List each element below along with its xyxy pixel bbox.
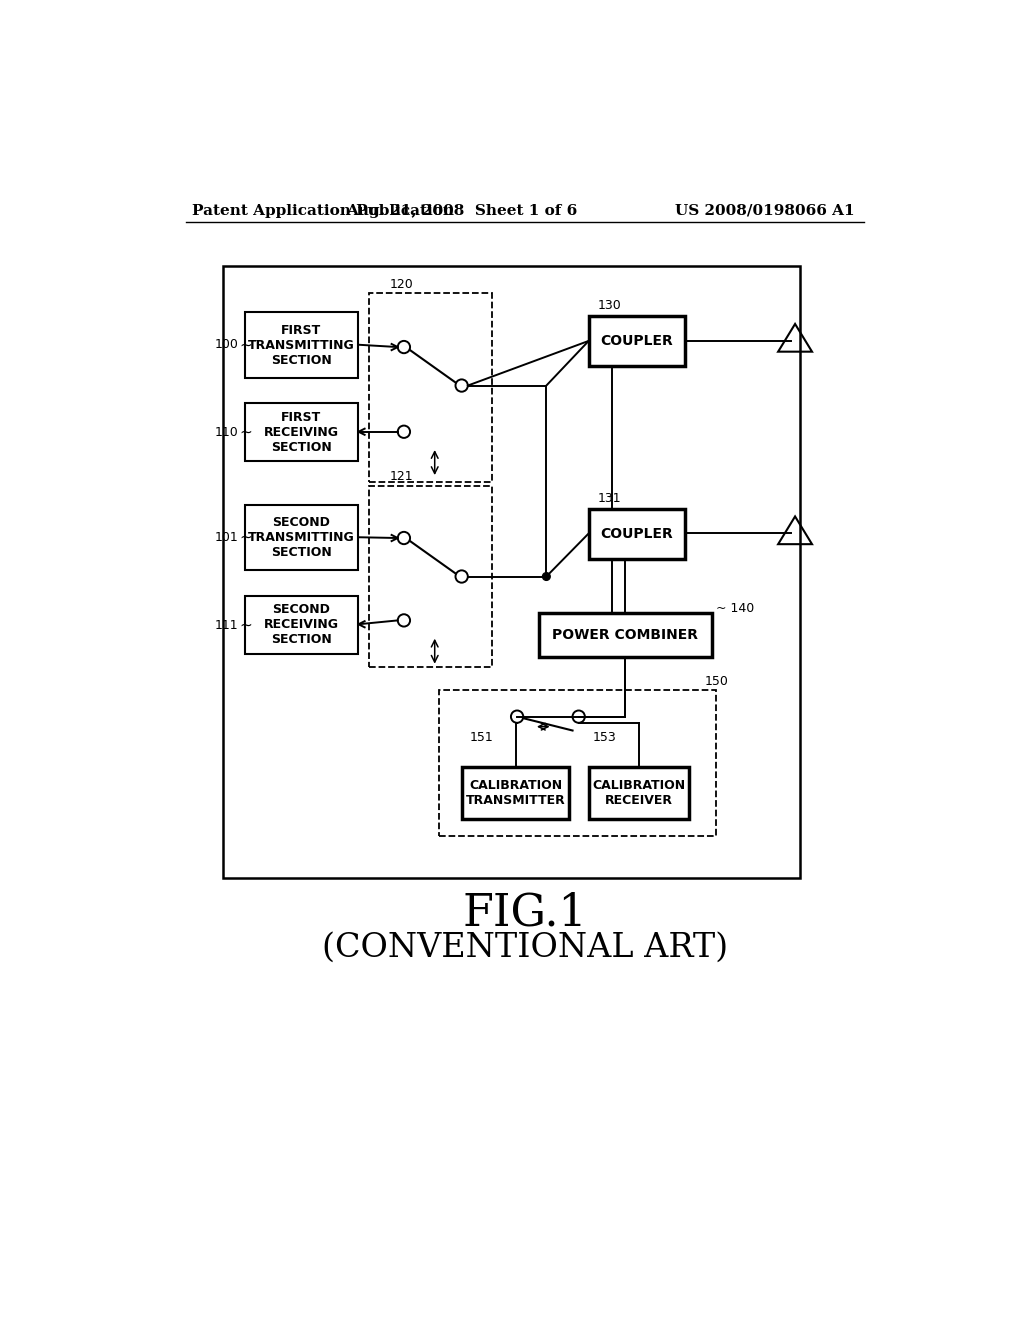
Text: SECOND
RECEIVING
SECTION: SECOND RECEIVING SECTION	[264, 603, 339, 645]
Text: US 2008/0198066 A1: US 2008/0198066 A1	[675, 203, 854, 218]
Circle shape	[543, 573, 550, 581]
Bar	[438, 689, 716, 836]
Bar	[539, 612, 712, 657]
Bar	[245, 506, 358, 570]
Text: (CONVENTIONAL ART): (CONVENTIONAL ART)	[322, 932, 728, 964]
Bar	[245, 404, 358, 461]
Text: 101: 101	[215, 531, 239, 544]
Text: 153: 153	[593, 730, 616, 743]
Text: COUPLER: COUPLER	[600, 334, 673, 348]
Text: CALIBRATION
RECEIVER: CALIBRATION RECEIVER	[592, 779, 685, 807]
Text: 130: 130	[597, 300, 621, 313]
Bar	[245, 595, 358, 653]
Bar	[370, 293, 493, 482]
Text: Aug. 21, 2008  Sheet 1 of 6: Aug. 21, 2008 Sheet 1 of 6	[346, 203, 578, 218]
Text: 150: 150	[705, 675, 728, 688]
Text: 151: 151	[470, 730, 494, 743]
Text: POWER COMBINER: POWER COMBINER	[552, 628, 698, 642]
Text: FIRST
RECEIVING
SECTION: FIRST RECEIVING SECTION	[264, 411, 339, 454]
Text: FIG.1: FIG.1	[463, 891, 587, 935]
Text: FIRST
TRANSMITTING
SECTION: FIRST TRANSMITTING SECTION	[248, 323, 355, 367]
Text: 131: 131	[597, 492, 621, 506]
Text: ~: ~	[240, 529, 252, 545]
Text: 110: 110	[215, 426, 239, 440]
Bar	[589, 767, 689, 818]
Text: CALIBRATION
TRANSMITTER: CALIBRATION TRANSMITTER	[466, 779, 565, 807]
Text: Patent Application Publication: Patent Application Publication	[193, 203, 455, 218]
Bar	[245, 313, 358, 378]
Bar	[589, 317, 685, 367]
Bar	[589, 508, 685, 558]
Text: ~: ~	[240, 337, 252, 352]
Text: ~: ~	[240, 425, 252, 440]
Text: ~: ~	[240, 618, 252, 632]
Bar	[223, 267, 801, 878]
Bar	[462, 767, 569, 818]
Text: 111: 111	[215, 619, 239, 631]
Text: 120: 120	[389, 277, 413, 290]
Text: 100: 100	[214, 338, 239, 351]
Text: COUPLER: COUPLER	[600, 527, 673, 541]
Text: SECOND
TRANSMITTING
SECTION: SECOND TRANSMITTING SECTION	[248, 516, 355, 560]
Text: ~ 140: ~ 140	[716, 602, 754, 615]
Text: 121: 121	[389, 470, 413, 483]
Bar	[370, 486, 493, 667]
